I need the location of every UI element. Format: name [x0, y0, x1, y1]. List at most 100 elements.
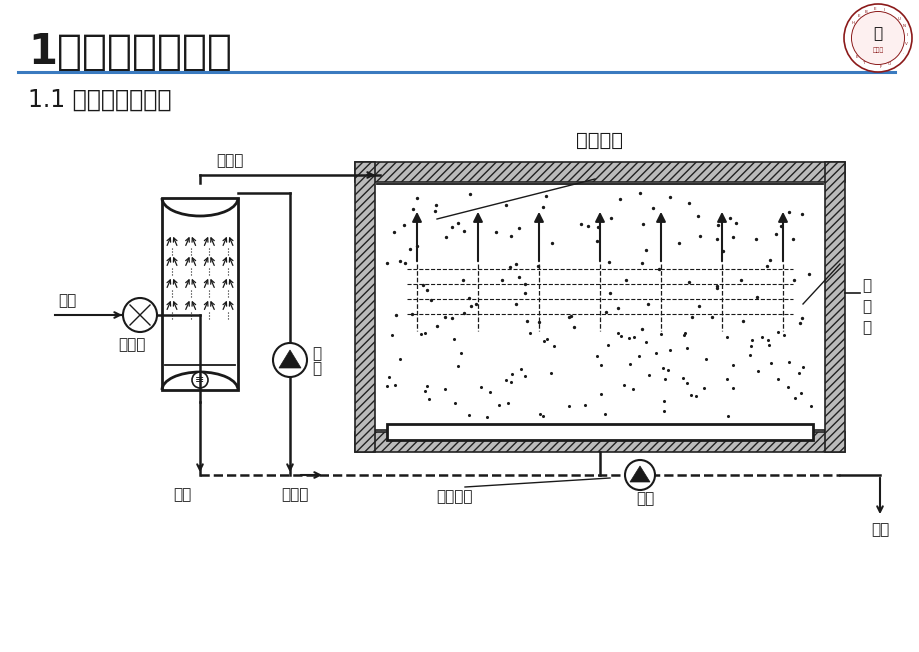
- Point: [562, 401, 576, 411]
- Point: [562, 311, 577, 321]
- Bar: [355, 162, 375, 452]
- Text: 泵: 泵: [312, 361, 321, 376]
- Point: [654, 363, 669, 373]
- Point: [546, 341, 561, 351]
- Text: 鼓风机: 鼓风机: [119, 338, 145, 353]
- Point: [456, 308, 471, 318]
- Point: [444, 222, 459, 232]
- Point: [417, 328, 432, 338]
- Text: E: E: [857, 14, 859, 18]
- Point: [380, 381, 394, 391]
- Point: [457, 226, 471, 236]
- Text: E: E: [854, 55, 857, 59]
- Point: [710, 220, 725, 231]
- Point: [522, 327, 537, 338]
- Text: 🏛: 🏛: [872, 27, 881, 42]
- Point: [450, 361, 465, 371]
- Point: [388, 310, 403, 321]
- Point: [397, 220, 412, 230]
- Text: V: V: [904, 42, 907, 46]
- Point: [792, 318, 807, 328]
- Point: [728, 218, 743, 229]
- Point: [539, 191, 553, 201]
- Point: [424, 295, 438, 306]
- Text: 布
气
头: 布 气 头: [861, 278, 870, 336]
- Point: [676, 328, 691, 338]
- Point: [626, 332, 641, 342]
- Point: [657, 374, 672, 384]
- Point: [671, 237, 686, 248]
- Point: [500, 398, 515, 408]
- Point: [511, 271, 526, 282]
- Point: [769, 374, 784, 384]
- Point: [517, 371, 532, 381]
- Point: [544, 238, 559, 248]
- Point: [403, 244, 417, 254]
- Point: [427, 206, 442, 216]
- Point: [714, 246, 729, 257]
- Point: [437, 312, 452, 322]
- Point: [530, 261, 545, 272]
- Point: [409, 241, 424, 251]
- Point: [719, 332, 733, 342]
- Point: [462, 189, 477, 200]
- Point: [414, 329, 428, 340]
- Point: [698, 354, 712, 364]
- Bar: [162, 198, 238, 390]
- Text: E: E: [873, 7, 875, 11]
- Point: [503, 261, 517, 272]
- Point: [479, 411, 494, 422]
- Point: [794, 209, 809, 220]
- Point: [791, 368, 806, 378]
- Point: [748, 234, 763, 244]
- Point: [593, 389, 607, 399]
- Point: [516, 278, 531, 289]
- Point: [690, 211, 705, 222]
- Point: [491, 400, 505, 410]
- Point: [421, 394, 436, 404]
- Point: [437, 231, 452, 242]
- Point: [675, 372, 689, 383]
- Point: [428, 200, 443, 210]
- Point: [469, 299, 483, 310]
- Point: [640, 299, 654, 310]
- Point: [681, 198, 696, 208]
- Point: [590, 222, 605, 232]
- Circle shape: [273, 343, 307, 377]
- Point: [405, 203, 420, 214]
- Point: [801, 269, 816, 279]
- Point: [447, 333, 461, 344]
- Point: [749, 292, 764, 303]
- Point: [684, 312, 698, 322]
- Point: [795, 362, 810, 372]
- Point: [488, 226, 503, 237]
- Point: [641, 370, 656, 381]
- Point: [388, 379, 403, 390]
- Point: [735, 316, 750, 327]
- Point: [625, 384, 640, 394]
- Point: [381, 372, 396, 382]
- Point: [676, 330, 691, 340]
- Point: [704, 312, 719, 322]
- Point: [519, 316, 534, 326]
- Text: N: N: [902, 24, 905, 28]
- Point: [498, 374, 513, 385]
- Circle shape: [123, 298, 157, 332]
- Point: [763, 357, 777, 368]
- Point: [681, 276, 696, 287]
- Point: [392, 354, 407, 364]
- Point: [792, 388, 807, 398]
- Point: [781, 357, 796, 368]
- Circle shape: [192, 372, 208, 388]
- Point: [455, 275, 470, 286]
- Point: [542, 368, 557, 378]
- Point: [577, 400, 592, 411]
- Text: 布气廊道: 布气廊道: [437, 490, 472, 505]
- Text: ≡: ≡: [195, 375, 204, 385]
- Point: [601, 257, 616, 267]
- Point: [679, 343, 694, 353]
- Text: I: I: [882, 8, 884, 12]
- Text: 1、生物滤池工艺: 1、生物滤池工艺: [28, 31, 232, 73]
- Bar: [375, 430, 824, 442]
- Point: [610, 328, 625, 338]
